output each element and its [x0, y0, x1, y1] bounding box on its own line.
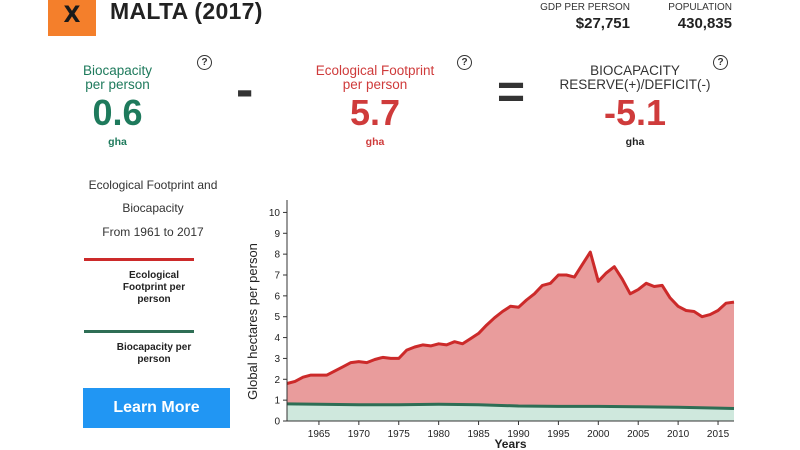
gdp-label: GDP PER PERSON	[540, 2, 630, 13]
x-tick-label: 1985	[467, 429, 490, 440]
y-tick-label: 4	[274, 333, 280, 344]
y-tick-label: 1	[274, 396, 280, 407]
y-tick-label: 6	[274, 291, 280, 302]
sidebar-title-line2: Biocapacity	[122, 201, 184, 215]
biocapacity-unit: gha	[108, 136, 127, 148]
y-tick-label: 10	[269, 208, 281, 219]
x-tick-label: 2000	[587, 429, 610, 440]
footprint-help-icon[interactable]: ?	[457, 55, 472, 70]
y-tick-label: 0	[274, 417, 280, 428]
reserve-unit: gha	[625, 136, 645, 148]
x-tick-label: 1965	[308, 429, 331, 440]
biocapacity-value: 0.6	[92, 92, 143, 133]
footprint-unit: gha	[365, 136, 385, 148]
close-icon[interactable]: X	[63, 2, 81, 28]
gdp-value: $27,751	[575, 15, 630, 32]
y-tick-label: 3	[274, 354, 280, 365]
biocapacity-line	[286, 402, 735, 410]
biocapacity-area	[287, 403, 734, 421]
footprint-area	[287, 252, 734, 409]
learn-more-button[interactable]: Learn More	[83, 388, 230, 428]
footprint-biocapacity-chart: 0 1 2 3 4 5 6 7 8 9 10 1965 1970 1975 1980 1985 1990 1995…	[245, 200, 735, 450]
sidebar-date-range: From 1961 to 2017	[102, 225, 204, 239]
reserve-help-icon[interactable]: ?	[713, 55, 728, 70]
footprint-line	[286, 250, 735, 385]
minus-sign: -	[236, 61, 254, 119]
biocapacity-label: Biocapacity per person	[82, 63, 153, 92]
reserve-label: BIOCAPACITY RESERVE(+)/DEFICIT(-)	[559, 63, 711, 92]
y-tick-label: 5	[274, 312, 280, 323]
x-tick-label: 1990	[507, 429, 530, 440]
x-tick-label: 1995	[547, 429, 570, 440]
x-tick-label: 2015	[707, 429, 730, 440]
sidebar-title-line1: Ecological Footprint and	[88, 178, 218, 192]
legend-footprint-swatch	[84, 258, 194, 261]
population-value: 430,835	[677, 15, 732, 32]
y-axis-label: Global hectares per person	[245, 243, 260, 400]
footprint-value: 5.7	[349, 92, 401, 133]
x-axis-label: Years	[494, 437, 526, 450]
reserve-value: -5.1	[603, 92, 667, 133]
x-tick-label: 2010	[667, 429, 690, 440]
legend-footprint-label: Ecological Footprint per person	[122, 270, 186, 305]
country-title: MALTA (2017)	[110, 0, 263, 24]
close-button[interactable]: X	[48, 0, 96, 36]
biocapacity-help-icon[interactable]: ?	[197, 55, 212, 70]
y-tick-label: 9	[274, 229, 280, 240]
y-tick-label: 2	[274, 375, 280, 386]
footprint-label: Ecological Footprint per person	[315, 63, 435, 92]
x-tick-label: 1970	[348, 429, 371, 440]
x-tick-label: 1975	[388, 429, 411, 440]
population-label: POPULATION	[668, 2, 732, 13]
legend-biocapacity-label: Biocapacity per person	[116, 342, 192, 365]
x-tick-label: 2005	[627, 429, 650, 440]
legend-biocapacity-swatch	[84, 330, 194, 333]
equals-sign: =	[497, 66, 526, 119]
y-tick-label: 7	[274, 271, 280, 282]
x-tick-label: 1980	[428, 429, 451, 440]
y-tick-label: 8	[274, 250, 280, 261]
